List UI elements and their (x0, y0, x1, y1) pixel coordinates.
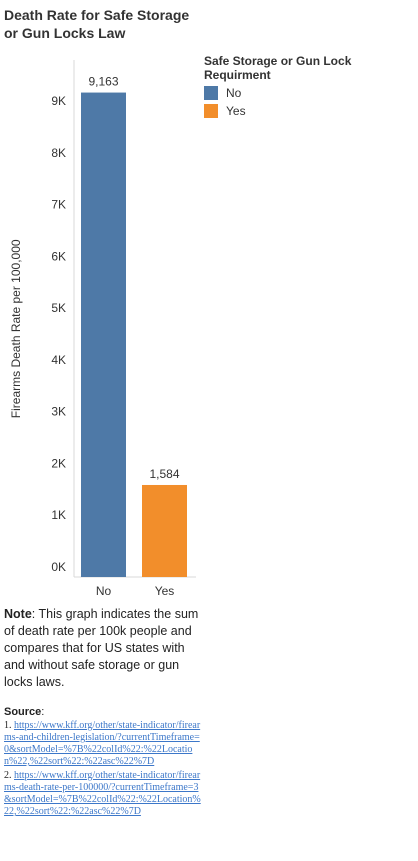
source-item-2: 2. https://www.kff.org/other/state-indic… (4, 770, 204, 818)
note: Note: This graph indicates the sum of de… (4, 606, 200, 691)
y-tick-label: 6K (51, 249, 66, 263)
source-label: Source: (4, 706, 204, 718)
source-link-2[interactable]: https://www.kff.org/other/state-indicato… (4, 770, 201, 817)
y-axis-label: Firearms Death Rate per 100,000 (9, 239, 23, 418)
note-label: Note (4, 607, 32, 621)
legend-swatch-yes (204, 104, 218, 118)
legend-swatch-no (204, 86, 218, 100)
source-num-2: 2. (4, 770, 12, 781)
chart-title: Death Rate for Safe Storage or Gun Locks… (4, 6, 204, 42)
source-label-text: Source (4, 706, 42, 718)
source-link-1[interactable]: https://www.kff.org/other/state-indicato… (4, 720, 201, 767)
y-tick-label: 7K (51, 198, 66, 212)
bar-no (81, 92, 126, 577)
legend-item-yes[interactable]: Yes (204, 104, 418, 118)
source-section: Source: 1. https://www.kff.org/other/sta… (4, 706, 204, 818)
note-text: : This graph indicates the sum of death … (4, 607, 199, 689)
y-tick-label: 1K (51, 508, 66, 522)
legend: Safe Storage or Gun Lock Requirment No Y… (204, 54, 418, 118)
chart-title-line-2: or Gun Locks Law (4, 25, 126, 41)
y-tick-label: 4K (51, 353, 66, 367)
y-tick-label: 5K (51, 301, 66, 315)
x-tick-label-no: No (96, 584, 112, 598)
data-label-no: 9,163 (88, 75, 118, 89)
source-label-colon: : (41, 706, 45, 718)
y-tick-label: 8K (51, 146, 66, 160)
legend-label-yes: Yes (226, 104, 246, 118)
bar-yes (142, 484, 187, 577)
y-tick-label: 9K (51, 94, 66, 108)
source-item-1: 1. https://www.kff.org/other/state-indic… (4, 720, 204, 768)
bar-chart: 0K 1K 2K 3K 4K 5K 6K 7K 8K 9K Firearms Death Rate … (9, 60, 196, 598)
data-label-yes: 1,584 (149, 467, 179, 481)
source-num-1: 1. (4, 720, 12, 731)
y-tick-label: 3K (51, 405, 66, 419)
x-tick-label-yes: Yes (155, 584, 175, 598)
legend-label-no: No (226, 86, 242, 100)
y-tick-label: 0K (51, 560, 66, 574)
y-tick-label: 2K (51, 456, 66, 470)
legend-title: Safe Storage or Gun Lock Requirment (204, 54, 352, 82)
legend-item-no[interactable]: No (204, 86, 418, 100)
chart-title-line-1: Death Rate for Safe Storage (4, 7, 190, 23)
